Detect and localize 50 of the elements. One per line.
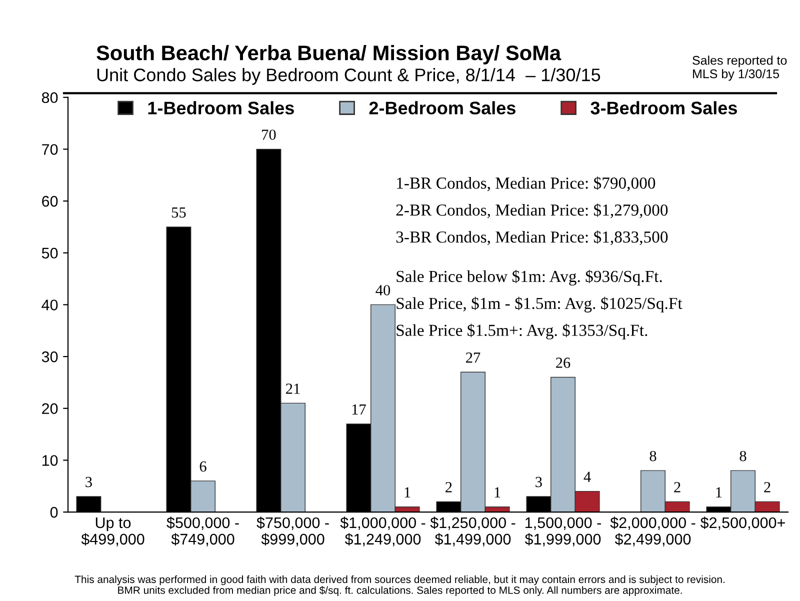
annotation: Sale Price $1.5m+: Avg. $1353/Sq.Ft.: [396, 324, 648, 340]
x-tick-label: $750,000 - $999,000: [256, 516, 329, 546]
data-label: 6: [200, 461, 206, 472]
data-label: 2: [446, 482, 452, 492]
data-label: 2: [764, 482, 770, 492]
data-label: 1: [404, 487, 410, 498]
text: Sales reported to MLS by 1/30/15: [692, 56, 787, 81]
legend-label: 1-Bedroom Sales: [148, 101, 294, 114]
annotation: 1-BR Condos, Median Price: $790,000: [397, 176, 656, 192]
annotation: 2-BR Condos, Median Price: $1,279,000: [396, 203, 668, 218]
annotation: 3-BR Condos, Median Price: $1,833,500: [396, 230, 668, 246]
y-tick-label: 50: [42, 248, 58, 259]
y-tick-label: 0: [50, 506, 58, 518]
x-tick-label: $1,250,000 - $1,499,000: [430, 516, 516, 546]
y-tick-label: 30: [42, 351, 58, 362]
legend-label: 3-Bedroom Sales: [590, 101, 737, 114]
x-tick-label: $2,500,000+: [700, 516, 785, 530]
x-tick-label: 1,500,000 - $1,999,000: [524, 517, 601, 546]
y-tick-label: 10: [42, 455, 58, 466]
data-label: 70: [262, 130, 276, 140]
annotation: Sale Price, $1m - $1.5m: Avg. $1025/Sq.Ft: [396, 296, 682, 312]
data-label: 40: [376, 285, 390, 296]
y-tick-label: 80: [42, 92, 58, 104]
x-tick-label: $1,000,000 - $1,249,000: [340, 516, 426, 546]
x-tick-label: $2,000,000 - $2,499,000: [610, 516, 696, 546]
y-tick-label: 70: [42, 144, 58, 155]
text: BMR units excluded from median price and $/sq. ft. calculations. Sales reported to MLS only. All numbers are approximate.: [118, 586, 682, 596]
y-tick-label: 20: [42, 403, 58, 414]
data-label: 1: [716, 487, 722, 498]
y-tick-label: 40: [42, 300, 58, 310]
legend-label: 2-Bedroom Sales: [369, 101, 516, 114]
x-tick-label: $500,000 - $749,000: [166, 516, 239, 546]
y-tick-label: 60: [42, 196, 58, 207]
x-tick-label: Up to $499,000: [81, 517, 144, 546]
chart-subtitle: Unit Condo Sales by Bedroom Count & Price, 8/1/14 – 1/30/15: [97, 68, 600, 85]
chart-title: South Beach/ Yerba Buena/ Mission Bay/ SoMa: [96, 45, 562, 64]
data-label: 17: [352, 404, 366, 414]
data-label: 2: [674, 482, 680, 492]
text: This analysis was performed in good faith with data derived from sources deemed reliable, but it may contain errors and is subject to revision.: [74, 575, 724, 586]
annotation: Sale Price below $1m: Avg. $936/Sq.Ft.: [396, 270, 662, 286]
data-label: 21: [286, 384, 300, 394]
data-label: 27: [466, 352, 480, 363]
data-label: 55: [172, 207, 186, 218]
data-label: 3: [86, 476, 92, 488]
data-label: 8: [650, 450, 656, 462]
data-label: 26: [556, 358, 570, 368]
data-label: 3: [536, 476, 542, 488]
data-label: 8: [740, 450, 746, 462]
data-label: 1: [494, 487, 500, 498]
data-label: 4: [584, 472, 591, 482]
